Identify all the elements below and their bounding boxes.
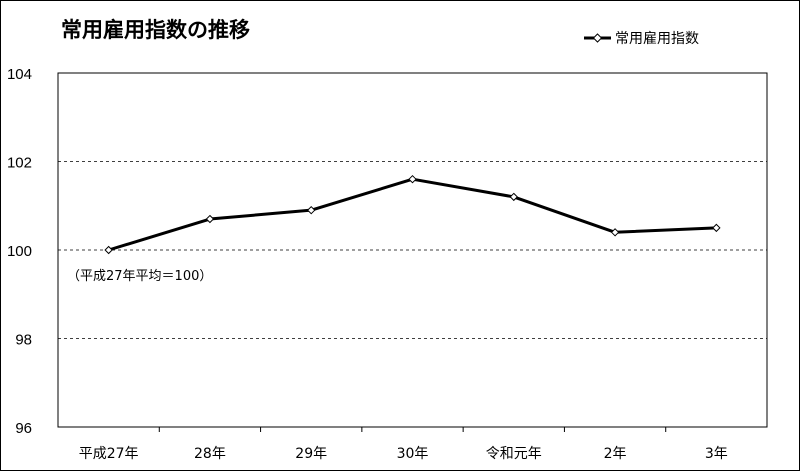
data-point-marker [610, 228, 620, 237]
x-tick-label: 28年 [194, 446, 226, 462]
x-tick-label: 2年 [604, 446, 627, 462]
x-tick-label: 29年 [295, 446, 327, 462]
y-tick-label: 100 [7, 243, 32, 260]
x-tick-label: 3年 [705, 446, 728, 462]
grid-lines [58, 161, 767, 339]
chart-title: 常用雇用指数の推移 [61, 18, 250, 42]
data-point-marker [712, 223, 721, 233]
baseline-annotation: （平成27年平均＝100） [67, 269, 212, 284]
data-point-marker [205, 214, 215, 224]
y-tick-label: 98 [15, 332, 32, 349]
legend: 常用雇用指数 [584, 30, 699, 47]
legend-marker-swatch [592, 33, 603, 43]
x-tick-label: 平成27年 [79, 446, 139, 462]
data-point-marker [307, 205, 316, 215]
y-tick-label: 102 [7, 155, 32, 172]
data-point-marker [509, 192, 518, 202]
y-axis-ticks: 96 98 100 102 104 [7, 66, 32, 437]
legend-label: 常用雇用指数 [615, 30, 699, 47]
x-tick-label: 30年 [397, 446, 429, 462]
data-point-marker [408, 174, 417, 184]
series-group [104, 174, 721, 255]
data-point-marker [104, 245, 113, 255]
y-tick-label: 104 [7, 66, 32, 83]
y-tick-label: 96 [15, 420, 32, 437]
x-tick-label: 令和元年 [486, 446, 542, 462]
x-axis-ticks: 平成27年 28年 29年 30年 令和元年 2年 3年 [79, 427, 728, 462]
